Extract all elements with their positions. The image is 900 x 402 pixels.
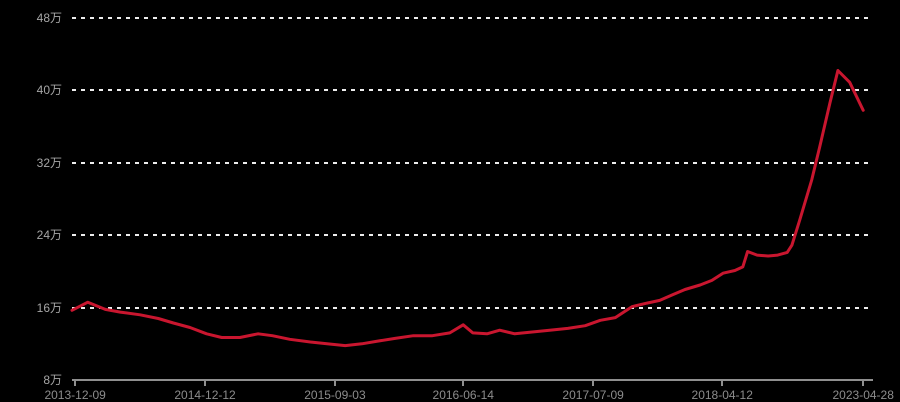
x-axis-tickmark — [721, 381, 724, 386]
y-gridline — [72, 89, 873, 92]
y-gridline — [72, 161, 873, 164]
y-axis-tick-label: 32万 — [36, 155, 62, 170]
x-axis-tickmark — [74, 381, 77, 386]
y-axis-tick-label: 48万 — [36, 11, 62, 25]
x-axis-tickmark — [462, 381, 465, 386]
y-axis-tick-label: 8万 — [43, 373, 62, 387]
x-axis-tick-label: 2018-04-12 — [691, 388, 753, 402]
x-axis-tick-label: 2015-09-03 — [304, 388, 366, 402]
series-line-price — [70, 69, 865, 348]
x-axis-tick-label: 2013-12-09 — [44, 388, 106, 402]
y-axis-tick-label: 40万 — [36, 83, 62, 98]
x-axis-tick-label: 2017-07-09 — [562, 388, 624, 402]
x-axis-tickmark — [204, 381, 207, 386]
x-axis-tickmark — [862, 381, 865, 386]
y-gridline — [72, 234, 873, 237]
x-axis-tick-label: 2016-06-14 — [432, 388, 494, 402]
x-axis-tick-label: 2014-12-12 — [174, 388, 236, 402]
y-axis-tick-label: 16万 — [36, 300, 62, 315]
x-axis-tickmark — [333, 381, 336, 386]
x-axis-line — [72, 379, 873, 381]
x-axis-tickmark — [592, 381, 595, 386]
x-axis-tick-label: 2023-04-28 — [832, 388, 894, 402]
y-gridline — [72, 17, 873, 19]
y-axis-tick-label: 24万 — [36, 228, 62, 243]
y-gridline — [72, 306, 873, 309]
